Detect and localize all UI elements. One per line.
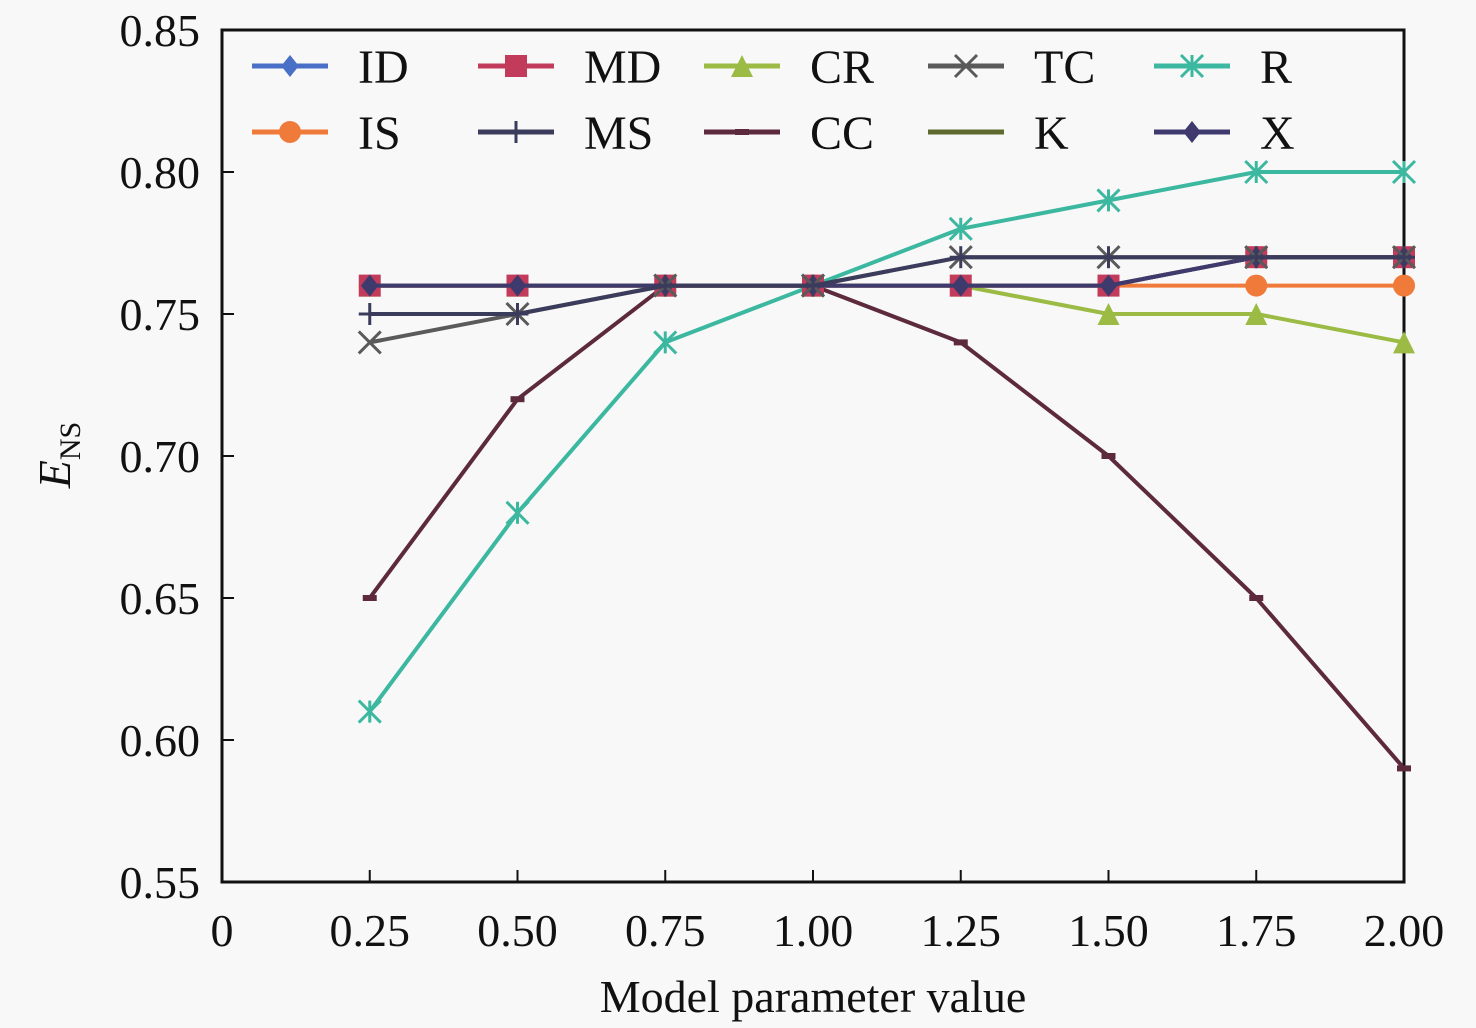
data-point-cr [1245,303,1268,325]
y-tick-label: 0.85 [120,5,201,56]
x-tick-label: 1.50 [1068,905,1149,956]
legend-item-id: ID [252,41,409,94]
data-point-ms [949,246,972,269]
legend-marker-ms [505,121,527,143]
x-tick-label: 0 [211,905,234,956]
legend-item-ms: MS [478,107,653,160]
data-point-cr [1097,303,1120,325]
legend-marker-id [281,55,299,77]
legend-label-ms: MS [584,107,653,160]
data-point-r [1244,159,1269,185]
legend-marker-x [1183,121,1201,143]
x-tick-label: 1.25 [921,905,1002,956]
y-axis: 0.55 0.60 0.65 0.70 0.75 0.80 0.85 [120,5,234,908]
x-axis: 0 0.25 0.50 0.75 1.00 1.25 1.50 1.75 2.00 [211,870,1445,956]
y-axis-title: ENS [29,422,87,489]
legend-label-cc: CC [810,107,874,160]
y-tick-label: 0.65 [120,573,201,624]
data-point-is [1245,274,1268,297]
data-point-ms [1393,246,1415,269]
legend-item-cr: CR [704,41,874,94]
legend-label-md: MD [584,41,661,94]
legend-marker-r [1179,53,1205,79]
data-point-ms [654,274,677,297]
x-tick-label: 0.25 [330,905,411,956]
data-point-x [951,274,970,297]
marker-stroke [357,330,382,355]
y-tick-label: 0.55 [120,857,201,908]
series-line-ms [369,255,1404,316]
y-tick-label: 0.60 [120,715,201,766]
legend-item-x: X [1154,107,1295,160]
x-axis-title: Model parameter value [600,971,1027,1022]
legend-label-r: R [1260,41,1292,94]
data-point-is [1393,274,1415,297]
series-line-r [368,170,1404,713]
legend-item-md: MD [478,41,661,94]
data-point-cc [1397,765,1411,772]
legend-marker-cc [735,129,749,135]
series-ms [358,246,1415,325]
data-point-r [505,500,530,525]
data-point-ms [802,274,824,297]
data-point-x [1099,274,1118,297]
data-point-cc [362,595,377,601]
legend-item-tc: TC [928,41,1095,94]
data-point-cc [953,339,968,346]
series-line-x [369,255,1404,288]
x-tick-label: 1.00 [773,905,854,956]
svg-text:ENS: ENS [29,422,87,489]
series-group [357,159,1417,772]
data-point-tc [357,330,382,355]
data-point-cc [510,396,525,403]
legend-marker-md [505,55,527,77]
series-cc [362,282,1411,772]
legend-label-tc: TC [1034,41,1095,94]
marker-stroke [953,53,979,79]
series-r [357,159,1417,724]
legend-item-k: K [928,107,1069,160]
data-point-r [357,699,382,724]
y-axis-title-main: E [29,460,80,489]
legend-label-x: X [1260,107,1295,160]
data-point-cr [1393,331,1415,354]
x-tick-label: 2.00 [1364,905,1445,956]
data-point-x [360,274,379,297]
x-tick-label: 1.75 [1216,905,1297,956]
legend-item-r: R [1154,41,1292,94]
y-axis-title-subscript: NS [54,422,87,460]
data-point-ms [1097,246,1120,269]
y-tick-label: 0.80 [120,147,201,198]
data-point-r [1096,188,1121,213]
data-point-r [653,330,678,355]
legend-marker-tc [953,53,979,79]
legend-marker-cr [731,55,753,77]
data-point-ms [506,303,529,325]
legend-label-cr: CR [810,41,874,94]
data-point-r [948,216,973,241]
legend-label-k: K [1034,107,1069,160]
legend: ID MD CR TC R IS MS CC K X [252,41,1295,160]
data-point-x [508,274,527,297]
legend-item-is: IS [252,107,401,160]
data-point-cc [1101,453,1116,459]
legend-item-cc: CC [704,107,874,160]
y-tick-label: 0.75 [120,289,201,340]
legend-marker-is [279,121,301,143]
legend-label-is: IS [358,107,401,160]
data-point-r [1391,159,1417,185]
series-line-cc [368,283,1406,770]
data-point-cc [1249,595,1264,601]
x-tick-label: 0.75 [625,905,706,956]
y-tick-label: 0.70 [120,431,201,482]
legend-label-id: ID [358,41,409,94]
x-tick-label: 0.50 [477,905,558,956]
data-point-ms [358,303,381,325]
data-point-ms [1245,246,1268,269]
